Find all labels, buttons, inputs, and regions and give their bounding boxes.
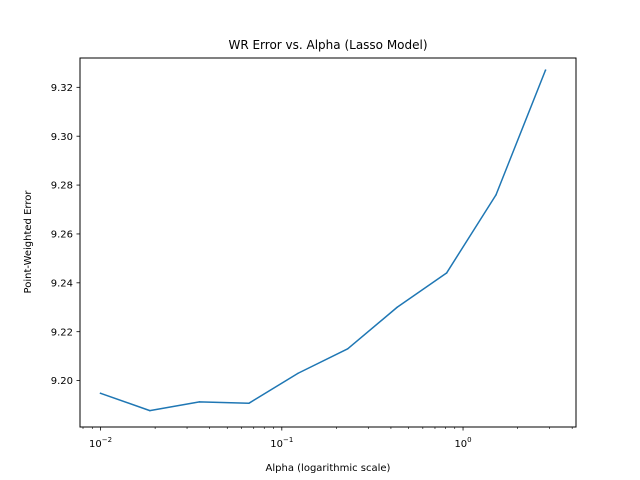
- x-axis-label: Alpha (logarithmic scale): [266, 463, 391, 474]
- data-point: [297, 372, 299, 374]
- data-point: [149, 409, 151, 412]
- y-tick-label: 9.24: [51, 278, 73, 289]
- x-tick-label: 10−1: [270, 436, 293, 450]
- y-tick-label: 9.30: [51, 132, 73, 143]
- x-tick-label: 10−2: [89, 436, 112, 450]
- data-point: [445, 272, 448, 274]
- chart-title: WR Error vs. Alpha (Lasso Model): [228, 38, 427, 52]
- y-tick-label: 9.22: [51, 327, 73, 338]
- y-tick-label: 9.26: [51, 230, 73, 241]
- data-point: [198, 401, 201, 403]
- y-tick-label: 9.28: [51, 181, 73, 192]
- x-tick-label: 100: [454, 436, 471, 450]
- data-point: [396, 306, 398, 309]
- data-point: [99, 392, 102, 395]
- data-point: [248, 402, 250, 405]
- y-tick-label: 9.32: [51, 83, 73, 94]
- series-line-0: [99, 69, 547, 412]
- data-point: [495, 194, 497, 196]
- data-point: [544, 69, 547, 71]
- y-axis: 9.20 9.22 9.24 9.26 9.28 9.30 9.32: [51, 83, 80, 387]
- y-tick-label: 9.20: [51, 376, 73, 387]
- plot-area: [99, 69, 547, 412]
- x-axis: 10−2 10−1 100: [82, 427, 573, 450]
- axes-frame: [79, 57, 577, 428]
- data-point: [346, 348, 349, 350]
- y-axis-label: Point-Weighted Error: [23, 190, 34, 294]
